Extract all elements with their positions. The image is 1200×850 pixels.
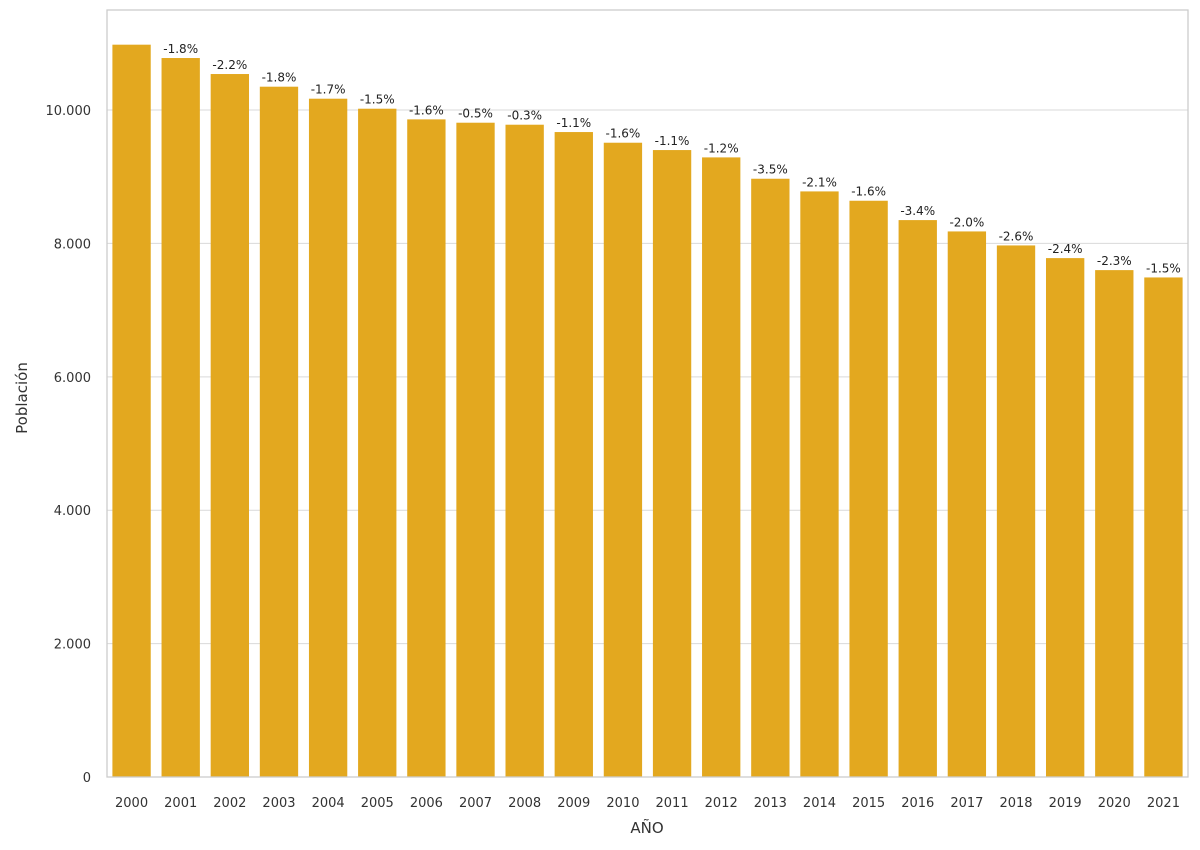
- data-label-2003: -1.8%: [262, 71, 297, 85]
- data-labels: -1.8% -2.2% -1.8% -1.7% -1.5% -1.6% -0.5% -0.3%…: [163, 42, 1181, 275]
- x-tick-label: 2012: [705, 796, 738, 811]
- y-axis-title: Población: [13, 362, 31, 434]
- data-label-2017: -2.0%: [949, 215, 984, 229]
- x-tick-label: 2021: [1147, 796, 1180, 811]
- data-label-2016: -3.4%: [900, 204, 935, 218]
- x-tick-label: 2008: [508, 796, 541, 811]
- x-tick-label: 2005: [361, 796, 394, 811]
- x-tick-label: 2007: [459, 796, 492, 811]
- bar-2006: [407, 119, 446, 778]
- bar-2015: [849, 200, 888, 777]
- x-tick-label: 2004: [312, 796, 345, 811]
- data-label-2002: -2.2%: [212, 58, 247, 72]
- x-tick-label: 2010: [606, 796, 639, 811]
- y-tick-label: 10.000: [46, 104, 92, 119]
- x-tick-label: 2018: [999, 796, 1032, 811]
- data-label-2015: -1.6%: [851, 185, 886, 199]
- x-axis-ticks: 2000 2001 2002 2003 2004 2005 2006 2007 2008 2009…: [115, 796, 1180, 811]
- x-tick-label: 2011: [656, 796, 689, 811]
- bar-2020: [1095, 270, 1134, 777]
- y-tick-label: 8.000: [54, 237, 91, 252]
- bar-2018: [996, 245, 1036, 777]
- x-tick-label: 2009: [557, 796, 590, 811]
- bar-2010: [603, 142, 643, 777]
- data-label-2013: -3.5%: [753, 163, 788, 177]
- x-tick-label: 2006: [410, 796, 443, 811]
- bar-2004: [308, 98, 348, 778]
- data-label-2004: -1.7%: [311, 83, 346, 97]
- data-label-2012: -1.2%: [704, 141, 739, 155]
- data-label-2018: -2.6%: [999, 229, 1034, 243]
- bar-2014: [800, 191, 839, 777]
- data-label-2011: -1.1%: [655, 134, 690, 148]
- x-tick-label: 2020: [1098, 796, 1131, 811]
- bar-2003: [259, 86, 299, 777]
- data-label-2006: -1.6%: [409, 103, 444, 117]
- x-tick-label: 2019: [1049, 796, 1082, 811]
- bar-2012: [702, 157, 741, 777]
- y-tick-label: 6.000: [54, 371, 91, 386]
- bar-2021: [1144, 277, 1183, 777]
- data-label-2008: -0.3%: [507, 109, 542, 123]
- data-label-2021: -1.5%: [1146, 261, 1181, 275]
- bar-2017: [947, 231, 987, 777]
- bar-2013: [751, 178, 790, 778]
- data-label-2007: -0.5%: [458, 107, 493, 121]
- x-tick-label: 2001: [164, 796, 197, 811]
- bar-2008: [505, 124, 544, 777]
- data-label-2009: -1.1%: [556, 116, 591, 130]
- bar-2007: [456, 122, 495, 778]
- bar-2001: [161, 58, 200, 777]
- bar-2011: [652, 150, 692, 778]
- bar-2005: [358, 108, 397, 777]
- y-axis-ticks: 0 2.000 4.000 6.000 8.000 10.000: [46, 104, 92, 786]
- data-label-2014: -2.1%: [802, 175, 837, 189]
- data-label-2001: -1.8%: [163, 42, 198, 56]
- y-tick-label: 0: [83, 771, 91, 786]
- bars: [112, 44, 1183, 778]
- x-tick-label: 2014: [803, 796, 836, 811]
- data-label-2005: -1.5%: [360, 93, 395, 107]
- bar-2019: [1045, 258, 1085, 778]
- plot-frame: [106, 9, 1189, 778]
- data-label-2019: -2.4%: [1048, 242, 1083, 256]
- bar-2009: [554, 132, 593, 777]
- y-tick-label: 4.000: [54, 504, 91, 519]
- y-tick-label: 2.000: [54, 638, 91, 653]
- bar-2016: [898, 220, 937, 777]
- x-tick-label: 2015: [852, 796, 885, 811]
- data-label-2020: -2.3%: [1097, 254, 1132, 268]
- x-tick-label: 2017: [950, 796, 983, 811]
- x-axis-title: AÑO: [630, 818, 663, 837]
- data-label-2010: -1.6%: [606, 127, 641, 141]
- bar-2000: [112, 44, 151, 777]
- x-tick-label: 2016: [901, 796, 934, 811]
- x-tick-label: 2003: [262, 796, 295, 811]
- x-tick-label: 2000: [115, 796, 148, 811]
- x-tick-label: 2013: [754, 796, 787, 811]
- bar-2002: [210, 74, 250, 777]
- x-tick-label: 2002: [213, 796, 246, 811]
